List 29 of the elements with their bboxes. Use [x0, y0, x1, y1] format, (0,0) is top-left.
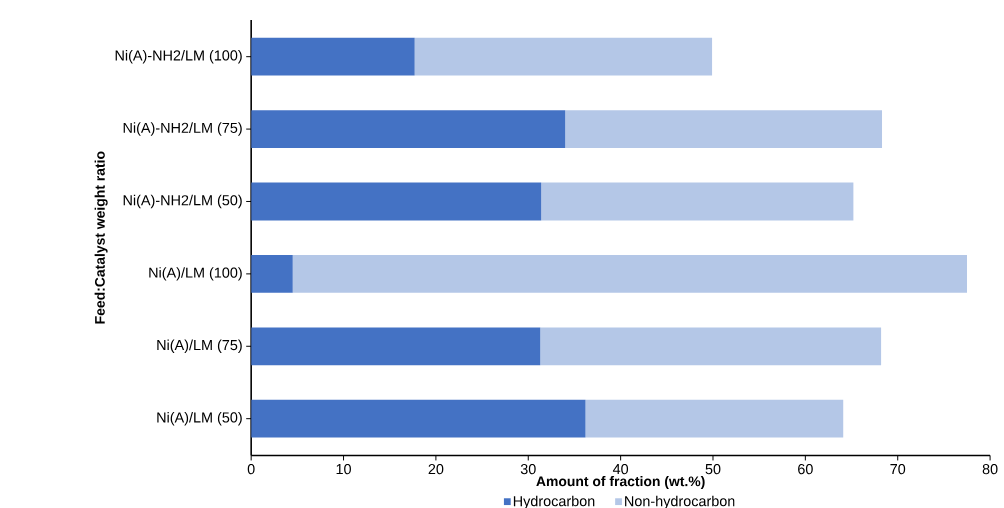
x-tick-label: 60: [798, 463, 813, 475]
y-axis-title: Feed:Catalyst weight ratio: [94, 151, 108, 324]
bar: [541, 182, 854, 221]
x-tick-label: 0: [247, 463, 255, 475]
y-tick-label: Ni(A)/LM (75): [157, 339, 242, 353]
x-tick-label: 50: [705, 463, 721, 475]
bar: [585, 399, 844, 438]
bar: [251, 182, 542, 221]
bar: [251, 110, 566, 148]
bar: [251, 37, 415, 76]
y-tick-label: Ni(A)-NH2/LM (100): [115, 49, 242, 64]
y-tick-label: Ni(A)-NH2/LM (50): [123, 194, 242, 209]
bar: [540, 327, 882, 366]
bar: [251, 327, 541, 366]
bar: [292, 254, 967, 293]
x-tick-label: 70: [890, 463, 906, 475]
x-tick-label: 80: [982, 463, 998, 475]
y-tick-label: Ni(A)/LM (50): [157, 411, 242, 426]
bar: [414, 37, 713, 76]
bar: [251, 254, 293, 293]
x-axis-title: Amount of fraction (wt.%): [536, 475, 705, 489]
y-tick-label: Ni(A)-NH2/LM (75): [123, 122, 242, 136]
x-tick-label: 40: [612, 463, 629, 475]
y-tick-label: Ni(A)/LM (100): [149, 267, 242, 281]
x-tick-label: 20: [428, 463, 444, 475]
bar: [251, 399, 586, 438]
x-tick-label: 30: [520, 463, 536, 475]
x-tick-label: 10: [336, 463, 351, 475]
bar: [565, 110, 883, 148]
